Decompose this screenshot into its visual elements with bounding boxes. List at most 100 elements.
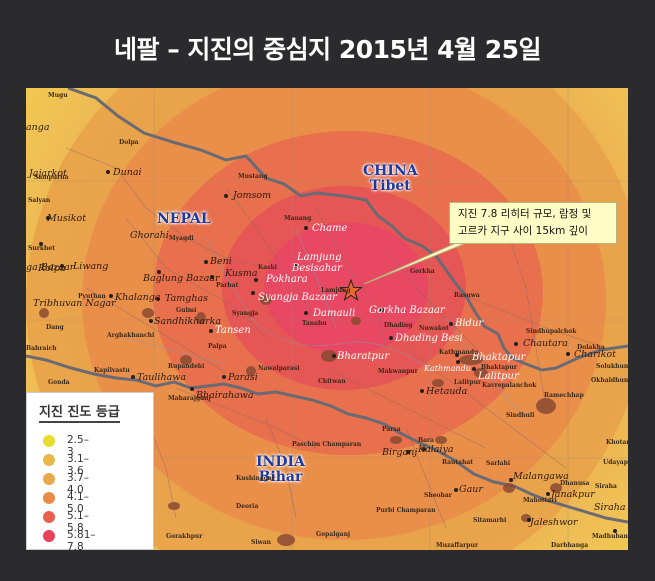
district-label: Manang — [284, 215, 312, 222]
nepal-china-border — [67, 88, 628, 372]
city-label: Birganj — [382, 447, 418, 458]
city-label: Lalitpur — [478, 371, 519, 382]
callout-line-1: 지진 7.8 리히터 규모, 람정 및 — [458, 208, 592, 220]
city-label: Janakpur — [551, 489, 595, 500]
legend-label: 4.1–5.0 — [67, 491, 89, 515]
city-label: Khalanga — [115, 292, 161, 303]
district-label: Mustang — [238, 173, 268, 180]
region-label-tibet-text: Tibet — [369, 177, 411, 194]
district-label: Sindhuli — [506, 412, 535, 419]
district-label: Sarlahi — [486, 460, 511, 467]
district-label: Chitwan — [318, 378, 346, 385]
district-label: Purbi Champaran — [376, 507, 436, 514]
district-label: Muzaffarpur — [436, 542, 478, 549]
city-label: Sandhikharka — [154, 316, 222, 327]
district-label: Surkhet — [28, 245, 55, 252]
city-label: Parasi — [228, 372, 258, 383]
district-label: Ramechhap — [544, 392, 584, 399]
district-label: Rupandehi — [168, 363, 205, 370]
district-label: Okhaldhunga — [591, 377, 628, 384]
city-label: Malangawa — [513, 471, 569, 482]
district-label: Rautahat — [442, 459, 474, 466]
district-label: Deoria — [236, 503, 259, 510]
district-label: Lamjung — [321, 287, 351, 294]
legend-swatch-icon — [43, 530, 55, 542]
district-label: Nuwakot — [419, 325, 449, 332]
city-label: Jajarkot — [29, 168, 67, 179]
city-label: Siraha Ba — [594, 502, 628, 513]
city-label: Tribhuvan Nagar — [33, 298, 116, 309]
city-label: Liwang — [73, 261, 109, 272]
district-label: Kavrepalanchok — [482, 382, 537, 389]
legend-label: 3.7–4.0 — [67, 472, 89, 496]
city-label: Chame — [312, 223, 348, 234]
legend-title: 지진 진도 등급 — [39, 401, 120, 423]
city-label: Damauli — [313, 308, 356, 319]
district-label: Udayapur — [603, 459, 628, 466]
district-label: Kaski — [258, 264, 277, 271]
region-label-china: CHINA Tibet — [363, 164, 418, 193]
region-label-nepal: NEPAL — [157, 212, 211, 227]
city-label: Tamghas — [165, 293, 209, 304]
city-label: Baglung Bazaar — [143, 273, 220, 284]
epicenter-callout: 지진 7.8 리히터 규모, 람정 및 고르카 지구 사이 15km 깊이 — [449, 202, 617, 244]
district-label: Makwanpur — [378, 368, 418, 375]
city-label: anga — [26, 122, 50, 133]
district-label: Sindhupalchok — [526, 328, 577, 335]
legend-label: 2.5–3 — [67, 434, 89, 458]
district-label: Parsa — [382, 426, 401, 433]
legend-swatch-icon — [43, 454, 55, 466]
city-label: Tansen — [215, 325, 251, 336]
district-label: Dolakha — [577, 344, 605, 351]
legend-swatch-icon — [43, 435, 55, 447]
city-label: Bharatpur — [337, 351, 390, 362]
map[interactable]: CHINA Tibet NEPAL INDIA Bihar Dunai Joms… — [26, 88, 628, 550]
city-label: Bhaktapur — [472, 352, 526, 363]
city-label: Pokhara — [266, 274, 308, 285]
district-label: Solukhumbu — [596, 363, 628, 370]
district-label: Dang — [46, 324, 64, 331]
city-label: Kathmandu — [424, 364, 471, 373]
city-label: Kalaiya — [418, 444, 454, 455]
city-label: Besisahar — [292, 263, 342, 274]
district-label: Dhanusa — [560, 480, 590, 487]
district-label: Lalitpur — [454, 379, 482, 386]
legend-swatch-icon — [43, 473, 55, 485]
intensity-legend: 지진 진도 등급 2.5–3 3.1–3.6 3.7–4.0 4.1–5.0 5… — [26, 392, 154, 553]
epicenter-star-icon — [339, 278, 363, 302]
district-label: Salyan — [28, 197, 51, 204]
district-label: Syangja — [232, 310, 259, 317]
district-label: Bhaktapur — [481, 364, 517, 371]
city-label: ga Bazaar — [26, 262, 75, 273]
legend-label: 5.81–7.8 — [67, 529, 96, 553]
district-label: Tanahu — [302, 320, 327, 327]
district-label: Kapilvastu — [94, 367, 130, 374]
district-label: Arghakhanchi — [107, 332, 155, 339]
city-label: Dunai — [113, 167, 142, 178]
district-label: Dolpa — [119, 139, 139, 146]
city-dots — [39, 170, 617, 533]
city-label: Kusma — [225, 268, 258, 279]
city-label: Chautara — [523, 338, 568, 349]
city-label: Jaleshwor — [530, 517, 578, 528]
region-label-nepal-text: NEPAL — [157, 211, 211, 227]
city-label: Bhairahawa — [196, 390, 254, 401]
district-label: Sheohar — [424, 492, 452, 499]
district-label: Gulmi — [176, 307, 197, 314]
city-label: Lamjung — [297, 252, 342, 263]
district-label: Darbhanga — [551, 542, 589, 549]
region-label-bihar-text: Bihar — [258, 468, 303, 485]
legend-swatch-icon — [43, 492, 55, 504]
urban-areas — [39, 295, 562, 546]
city-label: Jomsom — [233, 190, 272, 201]
city-label: Musikot — [47, 213, 87, 224]
city-label: Bidur — [455, 318, 484, 329]
city-label: Beni — [210, 256, 232, 267]
city-label: Syangja Bazaar — [258, 292, 337, 303]
region-label-china-text: CHINA — [363, 163, 418, 179]
intensity-map-svg — [26, 88, 628, 550]
district-label: Parbat — [216, 282, 239, 289]
legend-label: 3.1–3.6 — [67, 453, 89, 477]
district-label: Nawalparasi — [258, 365, 300, 372]
region-label-india: INDIA Bihar — [256, 455, 305, 484]
